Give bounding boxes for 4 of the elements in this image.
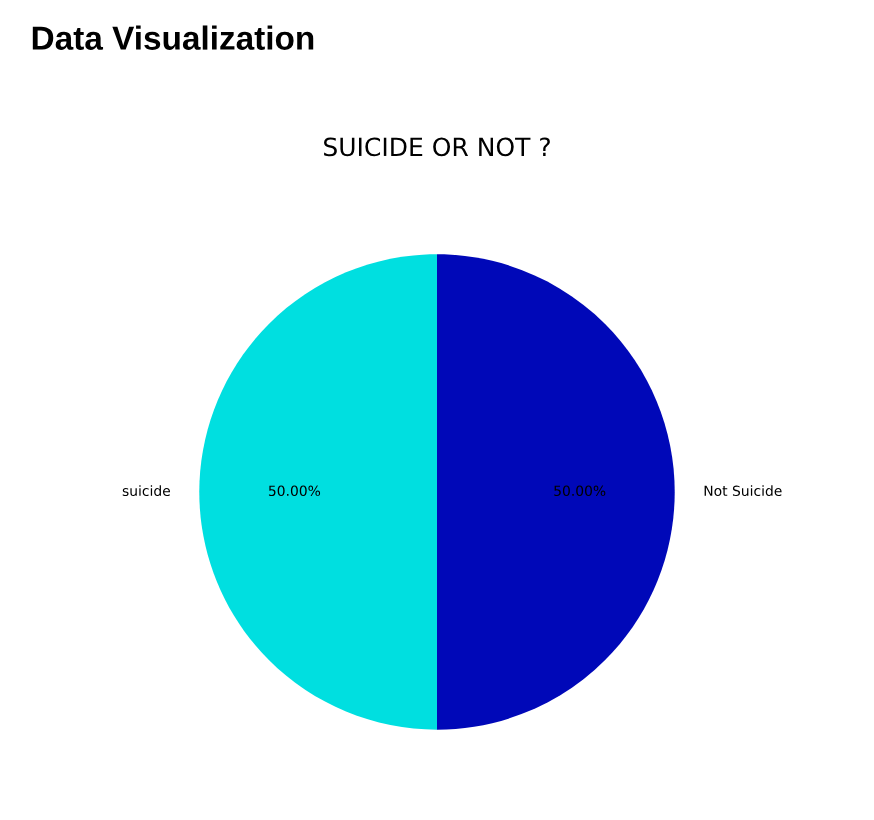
- chart-title: Data Visualization: [32, 25, 314, 50]
- pie-slice: [437, 254, 675, 730]
- pie-slice: [199, 254, 437, 730]
- chart-subtitle: SUICIDE OR NOT ?: [324, 137, 550, 157]
